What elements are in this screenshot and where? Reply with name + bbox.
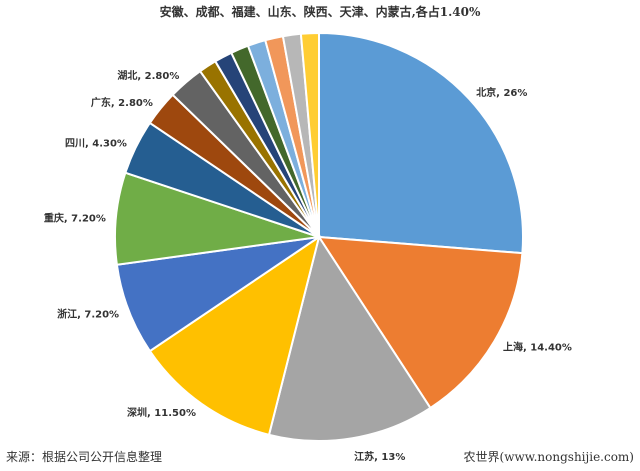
source-note: 来源：根据公司公开信息整理 <box>6 450 163 464</box>
data-label-浙江: 浙江, 7.20% <box>57 307 119 320</box>
pie-slice-江苏 <box>267 234 432 442</box>
data-label-广东: 广东, 2.80% <box>91 96 153 109</box>
data-label-江苏: 江苏, 13% <box>354 450 405 463</box>
data-label-上海: 上海, 14.40% <box>503 340 572 353</box>
data-label-湖北: 湖北, 2.80% <box>117 69 179 82</box>
data-label-北京: 北京, 26% <box>476 86 527 99</box>
data-label-四川: 四川, 4.30% <box>65 138 127 150</box>
pie-slice-上海 <box>317 235 524 410</box>
chart-title: 安徽、成都、福建、山东、陕西、天津、内蒙古,各占1.40% <box>159 5 481 19</box>
credit-note: 农世界(www.nongshijie.com) <box>463 450 634 464</box>
data-label-重庆: 重庆, 7.20% <box>44 211 106 224</box>
data-label-深圳: 深圳, 11.50% <box>127 406 196 419</box>
pie-slice-内蒙古 <box>299 31 320 238</box>
pie-slice-深圳 <box>148 234 321 436</box>
pie-slice-北京 <box>318 31 524 255</box>
